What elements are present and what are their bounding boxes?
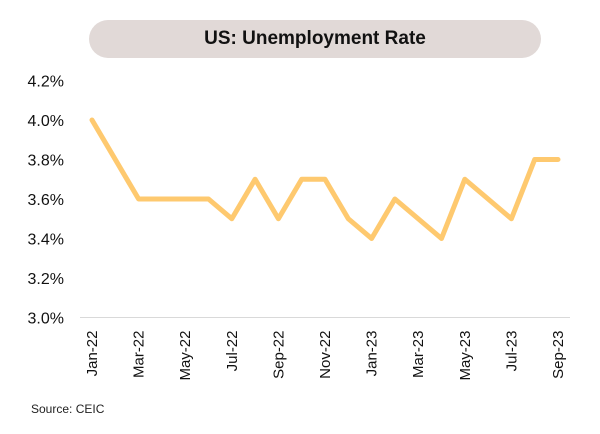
- x-tick-label: Jul-22: [224, 331, 241, 372]
- x-tick-label: May-23: [457, 331, 474, 381]
- x-tick-label: Jan-22: [84, 331, 101, 377]
- x-tick-label: Jul-23: [503, 331, 520, 372]
- y-tick-label: 3.8%: [28, 153, 64, 170]
- chart-title: US: Unemployment Rate: [89, 20, 541, 58]
- source-note: Source: CEIC: [31, 402, 105, 416]
- x-tick-label: Mar-23: [410, 331, 427, 379]
- x-tick-label: Nov-22: [317, 331, 334, 379]
- y-tick-label: 4.2%: [28, 74, 64, 91]
- y-tick-label: 3.2%: [28, 271, 64, 288]
- y-tick-label: 3.6%: [28, 192, 64, 209]
- x-tick-label: May-22: [177, 331, 194, 381]
- y-tick-label: 3.4%: [28, 232, 64, 249]
- x-tick-label: Sep-22: [270, 331, 287, 379]
- x-tick-label: Sep-23: [550, 331, 567, 379]
- y-tick-label: 3.0%: [28, 311, 64, 328]
- x-tick-label: Mar-22: [131, 331, 148, 379]
- y-tick-label: 4.0%: [28, 113, 64, 130]
- x-tick-label: Jan-23: [364, 331, 381, 377]
